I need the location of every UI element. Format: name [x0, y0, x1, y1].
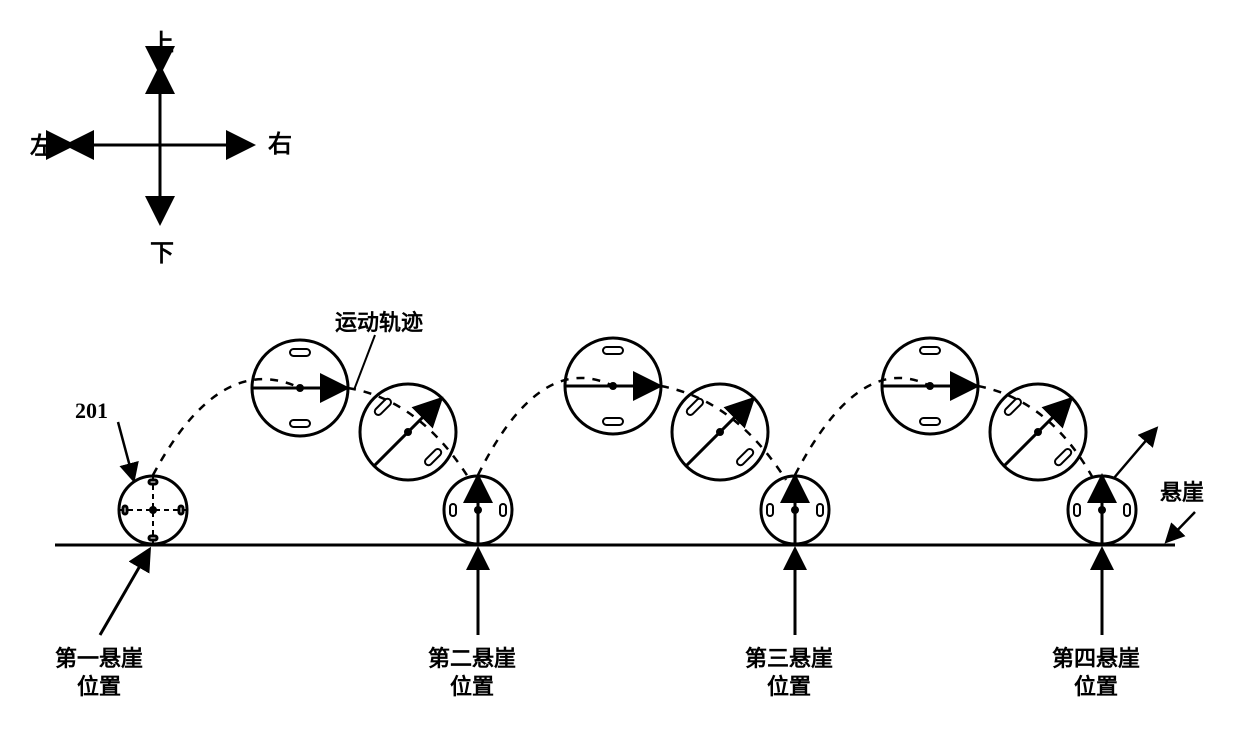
cliff-label-arrow	[1168, 512, 1195, 540]
robot-ground-1	[119, 476, 187, 544]
trajectory-pointer	[354, 335, 375, 390]
robot-tilted-2	[652, 364, 788, 500]
diagram-svg	[0, 0, 1239, 750]
robot-ground-4	[1068, 476, 1136, 544]
diagram-container: 上 下 左 右 运动轨迹 201 悬崖 第一悬崖位置 第二悬崖位置 第三悬崖位置…	[0, 0, 1239, 750]
robot-ground-3	[761, 476, 829, 544]
id-pointer-arrow	[118, 422, 133, 478]
compass-icon	[70, 70, 250, 220]
robot-top-2	[565, 338, 661, 434]
robot-top-1	[252, 340, 348, 436]
robot-tilted-1	[340, 364, 476, 500]
robot-ground-2	[444, 476, 512, 544]
final-arrow	[1114, 430, 1155, 478]
pos1-arrow	[100, 552, 148, 635]
robot-top-3	[882, 338, 978, 434]
